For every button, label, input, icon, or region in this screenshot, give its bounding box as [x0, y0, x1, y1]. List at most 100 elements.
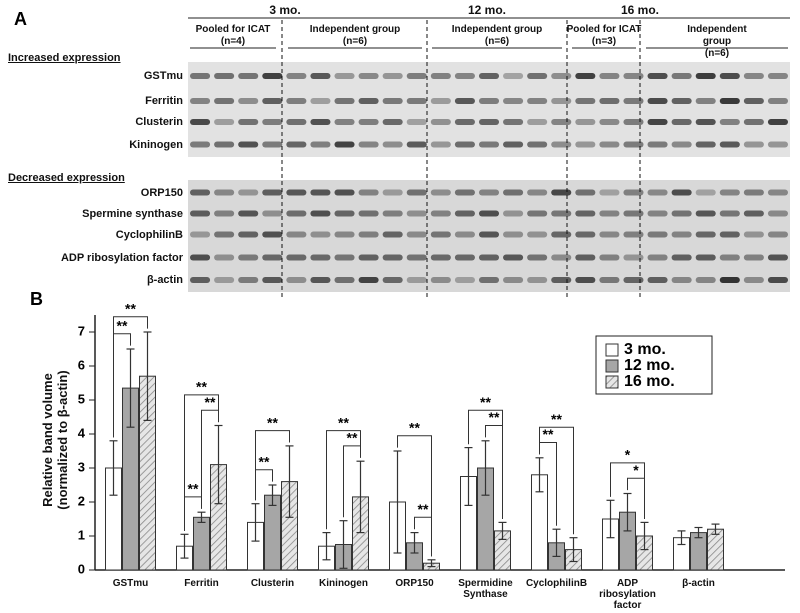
x-tick-label: Clusterin — [250, 578, 295, 589]
blot-band — [406, 189, 427, 196]
blot-band — [214, 277, 235, 283]
row-label: β-actin — [146, 274, 183, 286]
error-bar — [356, 460, 365, 534]
blot-band — [310, 210, 331, 217]
blot-band — [454, 73, 475, 79]
bar — [193, 516, 210, 571]
blot-band — [599, 119, 620, 125]
blot-band — [478, 254, 500, 261]
error-bar — [606, 499, 615, 539]
blot-band — [286, 119, 307, 125]
blot-band — [647, 277, 668, 283]
blot-band — [334, 73, 355, 79]
error-bar — [197, 511, 206, 524]
significance-label: ** — [543, 426, 554, 442]
blot-band — [310, 254, 331, 261]
blot-band — [503, 73, 524, 79]
row-label: Clusterin — [135, 116, 183, 128]
blot-band — [454, 141, 475, 148]
y-tick-label: 6 — [78, 357, 85, 372]
blot-band — [334, 277, 355, 283]
y-axis-label: Relative band volume (normalized to β-ac… — [40, 370, 70, 510]
blot-band — [406, 254, 427, 261]
x-tick-label: Kininogen — [319, 578, 368, 589]
blot-band — [358, 119, 379, 125]
blot-band — [430, 119, 451, 125]
significance-bracket — [113, 316, 148, 438]
blot-band — [503, 254, 524, 261]
significance-label: ** — [205, 394, 216, 410]
blot-band — [671, 119, 692, 125]
blot-band — [647, 119, 668, 125]
blot-band — [719, 141, 740, 148]
blot-band — [214, 254, 235, 261]
group-label: Pooled for ICAT (n=3) — [566, 24, 642, 47]
error-bar — [623, 492, 632, 532]
blot-band — [695, 98, 716, 104]
blot-band — [671, 73, 692, 79]
blot-band — [334, 119, 355, 125]
group-label: Pooled for ICAT (n=4) — [195, 24, 271, 47]
error-bar — [552, 528, 561, 558]
blot-band — [767, 189, 788, 196]
blot-band — [478, 119, 500, 125]
blot-band — [767, 210, 788, 217]
age-label: 16 mo. — [620, 3, 660, 17]
error-bar — [569, 537, 578, 563]
error-bar — [498, 521, 507, 541]
blot-band — [406, 119, 427, 125]
blot-band — [478, 189, 500, 196]
blot-band — [454, 98, 475, 104]
blot-band — [334, 254, 355, 261]
blot-band — [575, 189, 596, 196]
blot-band — [647, 210, 668, 217]
blot-band — [671, 98, 692, 104]
blot-band — [310, 98, 331, 104]
blot-band — [214, 141, 235, 148]
blot-band — [190, 98, 211, 104]
blot-band — [503, 189, 524, 196]
blot-band — [719, 254, 740, 261]
blot-band — [430, 141, 451, 148]
blot-band — [238, 231, 259, 238]
blot-band — [286, 210, 307, 217]
y-tick-label: 2 — [78, 493, 85, 508]
x-tick-label: CyclophilinB — [525, 578, 588, 589]
blot-band — [406, 277, 427, 283]
blot-images — [188, 62, 790, 292]
x-tick-label: Ferritin — [184, 578, 219, 589]
blot-band — [743, 231, 764, 238]
blot-band — [286, 189, 307, 196]
significance-bracket — [468, 409, 503, 519]
blot-band — [190, 210, 211, 217]
blot-band — [767, 254, 788, 261]
blot-band — [214, 210, 235, 217]
blot-band — [671, 277, 692, 283]
blot-band — [382, 119, 403, 125]
blot-band — [623, 254, 644, 261]
blot-band — [623, 119, 644, 125]
blot-band — [190, 231, 211, 238]
blot-band — [238, 141, 259, 148]
blot-band — [503, 231, 524, 238]
blot-band — [214, 73, 235, 79]
blot-band — [310, 119, 331, 125]
blot-band — [334, 141, 355, 148]
blot-band — [454, 254, 475, 261]
significance-bracket — [610, 462, 645, 519]
blot-band — [719, 119, 740, 125]
error-bar — [126, 348, 135, 428]
blot-band — [551, 119, 572, 125]
group-label: Independent group (n=6) — [687, 24, 747, 59]
blot-band — [575, 231, 596, 238]
blot-band — [527, 119, 548, 125]
blot-band — [358, 231, 379, 238]
blot-band — [767, 98, 788, 104]
blot-band — [623, 189, 644, 196]
blot-band — [671, 141, 692, 148]
blot-band — [358, 98, 379, 104]
blot-band — [454, 210, 475, 217]
error-bar — [268, 484, 277, 506]
blot-band — [695, 189, 716, 196]
significance-label: ** — [196, 379, 207, 395]
